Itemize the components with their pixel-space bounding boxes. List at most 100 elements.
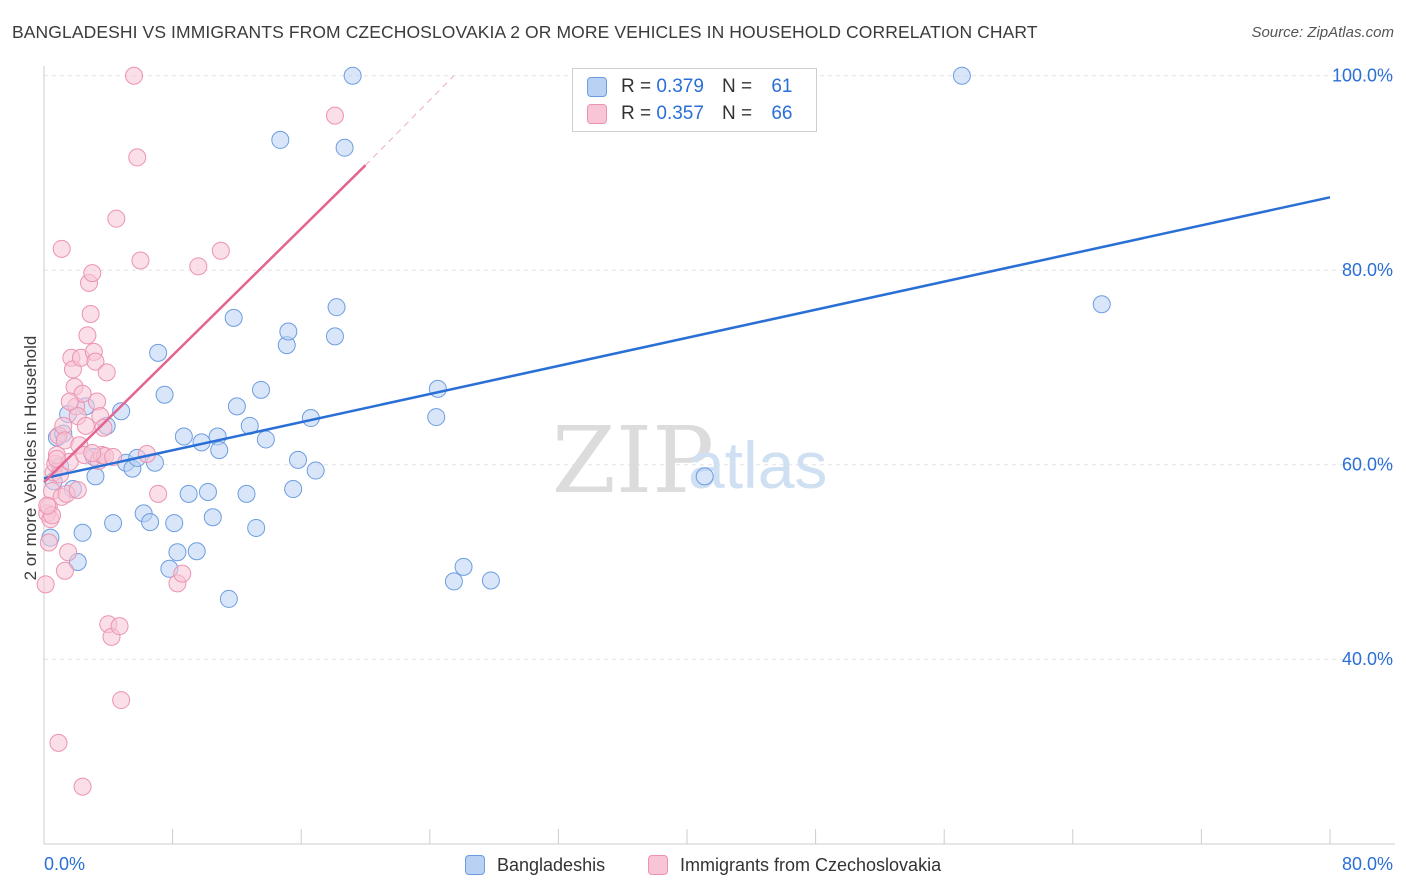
axes	[43, 66, 1395, 845]
legend-r-label: R =	[621, 76, 652, 97]
point-czechoslovakia	[36, 575, 55, 594]
point-bangladeshis	[279, 322, 298, 341]
grid-lines	[44, 75, 1395, 660]
point-bangladeshis	[284, 480, 303, 499]
point-bangladeshis	[1092, 295, 1111, 314]
point-bangladeshis	[198, 482, 217, 501]
point-bangladeshis	[86, 467, 105, 486]
point-czechoslovakia	[88, 392, 107, 411]
point-czechoslovakia	[39, 533, 58, 552]
point-czechoslovakia	[128, 148, 147, 167]
point-czechoslovakia	[78, 326, 97, 345]
point-bangladeshis	[247, 518, 266, 537]
watermark: ZIP atlas	[552, 407, 828, 514]
point-bangladeshis	[481, 571, 500, 590]
trend-extension-czechoslovakia	[365, 75, 455, 166]
chart-title: BANGLADESHI VS IMMIGRANTS FROM CZECHOSLO…	[12, 22, 1038, 42]
point-bangladeshis	[327, 298, 346, 317]
legend-swatch-blue	[465, 855, 485, 875]
tick-labels: 40.0% 60.0% 80.0% 100.0% 0.0% 80.0%	[44, 66, 1393, 874]
legend-r-label: R =	[621, 103, 652, 124]
point-czechoslovakia	[211, 241, 230, 260]
legend-n-value: 66	[771, 103, 793, 124]
legend-n-value: 61	[771, 76, 793, 97]
point-bangladeshis	[343, 66, 362, 85]
point-czechoslovakia	[81, 304, 100, 323]
source-credit: Source: ZipAtlas.com	[1251, 24, 1394, 41]
point-czechoslovakia	[55, 561, 74, 580]
point-bangladeshis	[165, 514, 184, 533]
x-tick-label: 80.0%	[1342, 854, 1393, 874]
point-bangladeshis	[444, 572, 463, 591]
point-bangladeshis	[695, 467, 714, 486]
legend-row-bangladeshis: R = 0.379 N = 61	[587, 75, 792, 99]
legend-label-bangladeshis: Bangladeshis	[497, 854, 606, 875]
point-czechoslovakia	[49, 733, 68, 752]
point-bangladeshis	[237, 484, 256, 503]
point-czechoslovakia	[52, 239, 71, 258]
point-bangladeshis	[149, 343, 168, 362]
point-bangladeshis	[141, 513, 160, 532]
point-bangladeshis	[219, 589, 238, 608]
point-czechoslovakia	[149, 484, 168, 503]
point-czechoslovakia	[47, 449, 66, 468]
point-czechoslovakia	[131, 251, 150, 270]
legend-swatch-pink	[587, 104, 607, 124]
y-tick-label: 100.0%	[1332, 66, 1393, 86]
point-czechoslovakia	[112, 691, 131, 710]
point-bangladeshis	[252, 380, 271, 399]
point-czechoslovakia	[76, 416, 95, 435]
point-bangladeshis	[288, 450, 307, 469]
x-tick-label: 0.0%	[44, 854, 85, 874]
point-czechoslovakia	[68, 481, 87, 500]
trend-line-bangladeshis	[43, 196, 1331, 480]
point-czechoslovakia	[86, 352, 105, 371]
point-bangladeshis	[155, 385, 174, 404]
legend-swatch-blue	[587, 77, 607, 97]
watermark-atlas: atlas	[688, 428, 827, 502]
point-bangladeshis	[104, 514, 123, 533]
point-bangladeshis	[203, 508, 222, 527]
point-czechoslovakia	[107, 209, 126, 228]
legend-row-czechoslovakia: R = 0.357 N = 66	[587, 102, 792, 126]
point-czechoslovakia	[38, 496, 57, 515]
correlation-legend: R = 0.379 N = 61 R = 0.357 N = 66	[572, 68, 817, 132]
legend-item-czechoslovakia[interactable]: Immigrants from Czechoslovakia	[648, 852, 941, 878]
legend-n-label: N =	[721, 76, 753, 97]
trend-line-czechoslovakia	[43, 164, 367, 484]
point-czechoslovakia	[83, 264, 102, 283]
series-legend: Bangladeshis Immigrants from Czechoslova…	[0, 852, 1406, 878]
point-czechoslovakia	[83, 444, 102, 463]
point-czechoslovakia	[173, 564, 192, 583]
point-bangladeshis	[427, 408, 446, 427]
point-bangladeshis	[325, 327, 344, 346]
point-czechoslovakia	[94, 418, 113, 437]
point-bangladeshis	[306, 461, 325, 480]
point-bangladeshis	[174, 427, 193, 446]
legend-label-czechoslovakia: Immigrants from Czechoslovakia	[680, 854, 942, 875]
legend-n-label: N =	[721, 103, 753, 124]
point-czechoslovakia	[97, 363, 116, 382]
legend-item-bangladeshis[interactable]: Bangladeshis	[465, 852, 605, 878]
legend-r-value: 0.357	[656, 103, 704, 124]
legend-r-value: 0.379	[656, 76, 704, 97]
y-tick-label: 80.0%	[1342, 260, 1393, 280]
point-bangladeshis	[210, 441, 229, 460]
point-bangladeshis	[271, 130, 290, 149]
point-bangladeshis	[952, 66, 971, 85]
point-bangladeshis	[335, 138, 354, 157]
point-bangladeshis	[73, 523, 92, 542]
data-points	[36, 66, 1111, 796]
point-bangladeshis	[112, 402, 131, 421]
point-czechoslovakia	[125, 66, 144, 85]
point-czechoslovakia	[325, 106, 344, 125]
point-bangladeshis	[256, 430, 275, 449]
point-czechoslovakia	[60, 392, 79, 411]
trend-lines	[43, 75, 1331, 484]
point-bangladeshis	[224, 308, 243, 327]
y-tick-label: 40.0%	[1342, 649, 1393, 669]
point-bangladeshis	[187, 542, 206, 561]
watermark-zip: ZIP	[552, 407, 714, 514]
point-bangladeshis	[454, 557, 473, 576]
